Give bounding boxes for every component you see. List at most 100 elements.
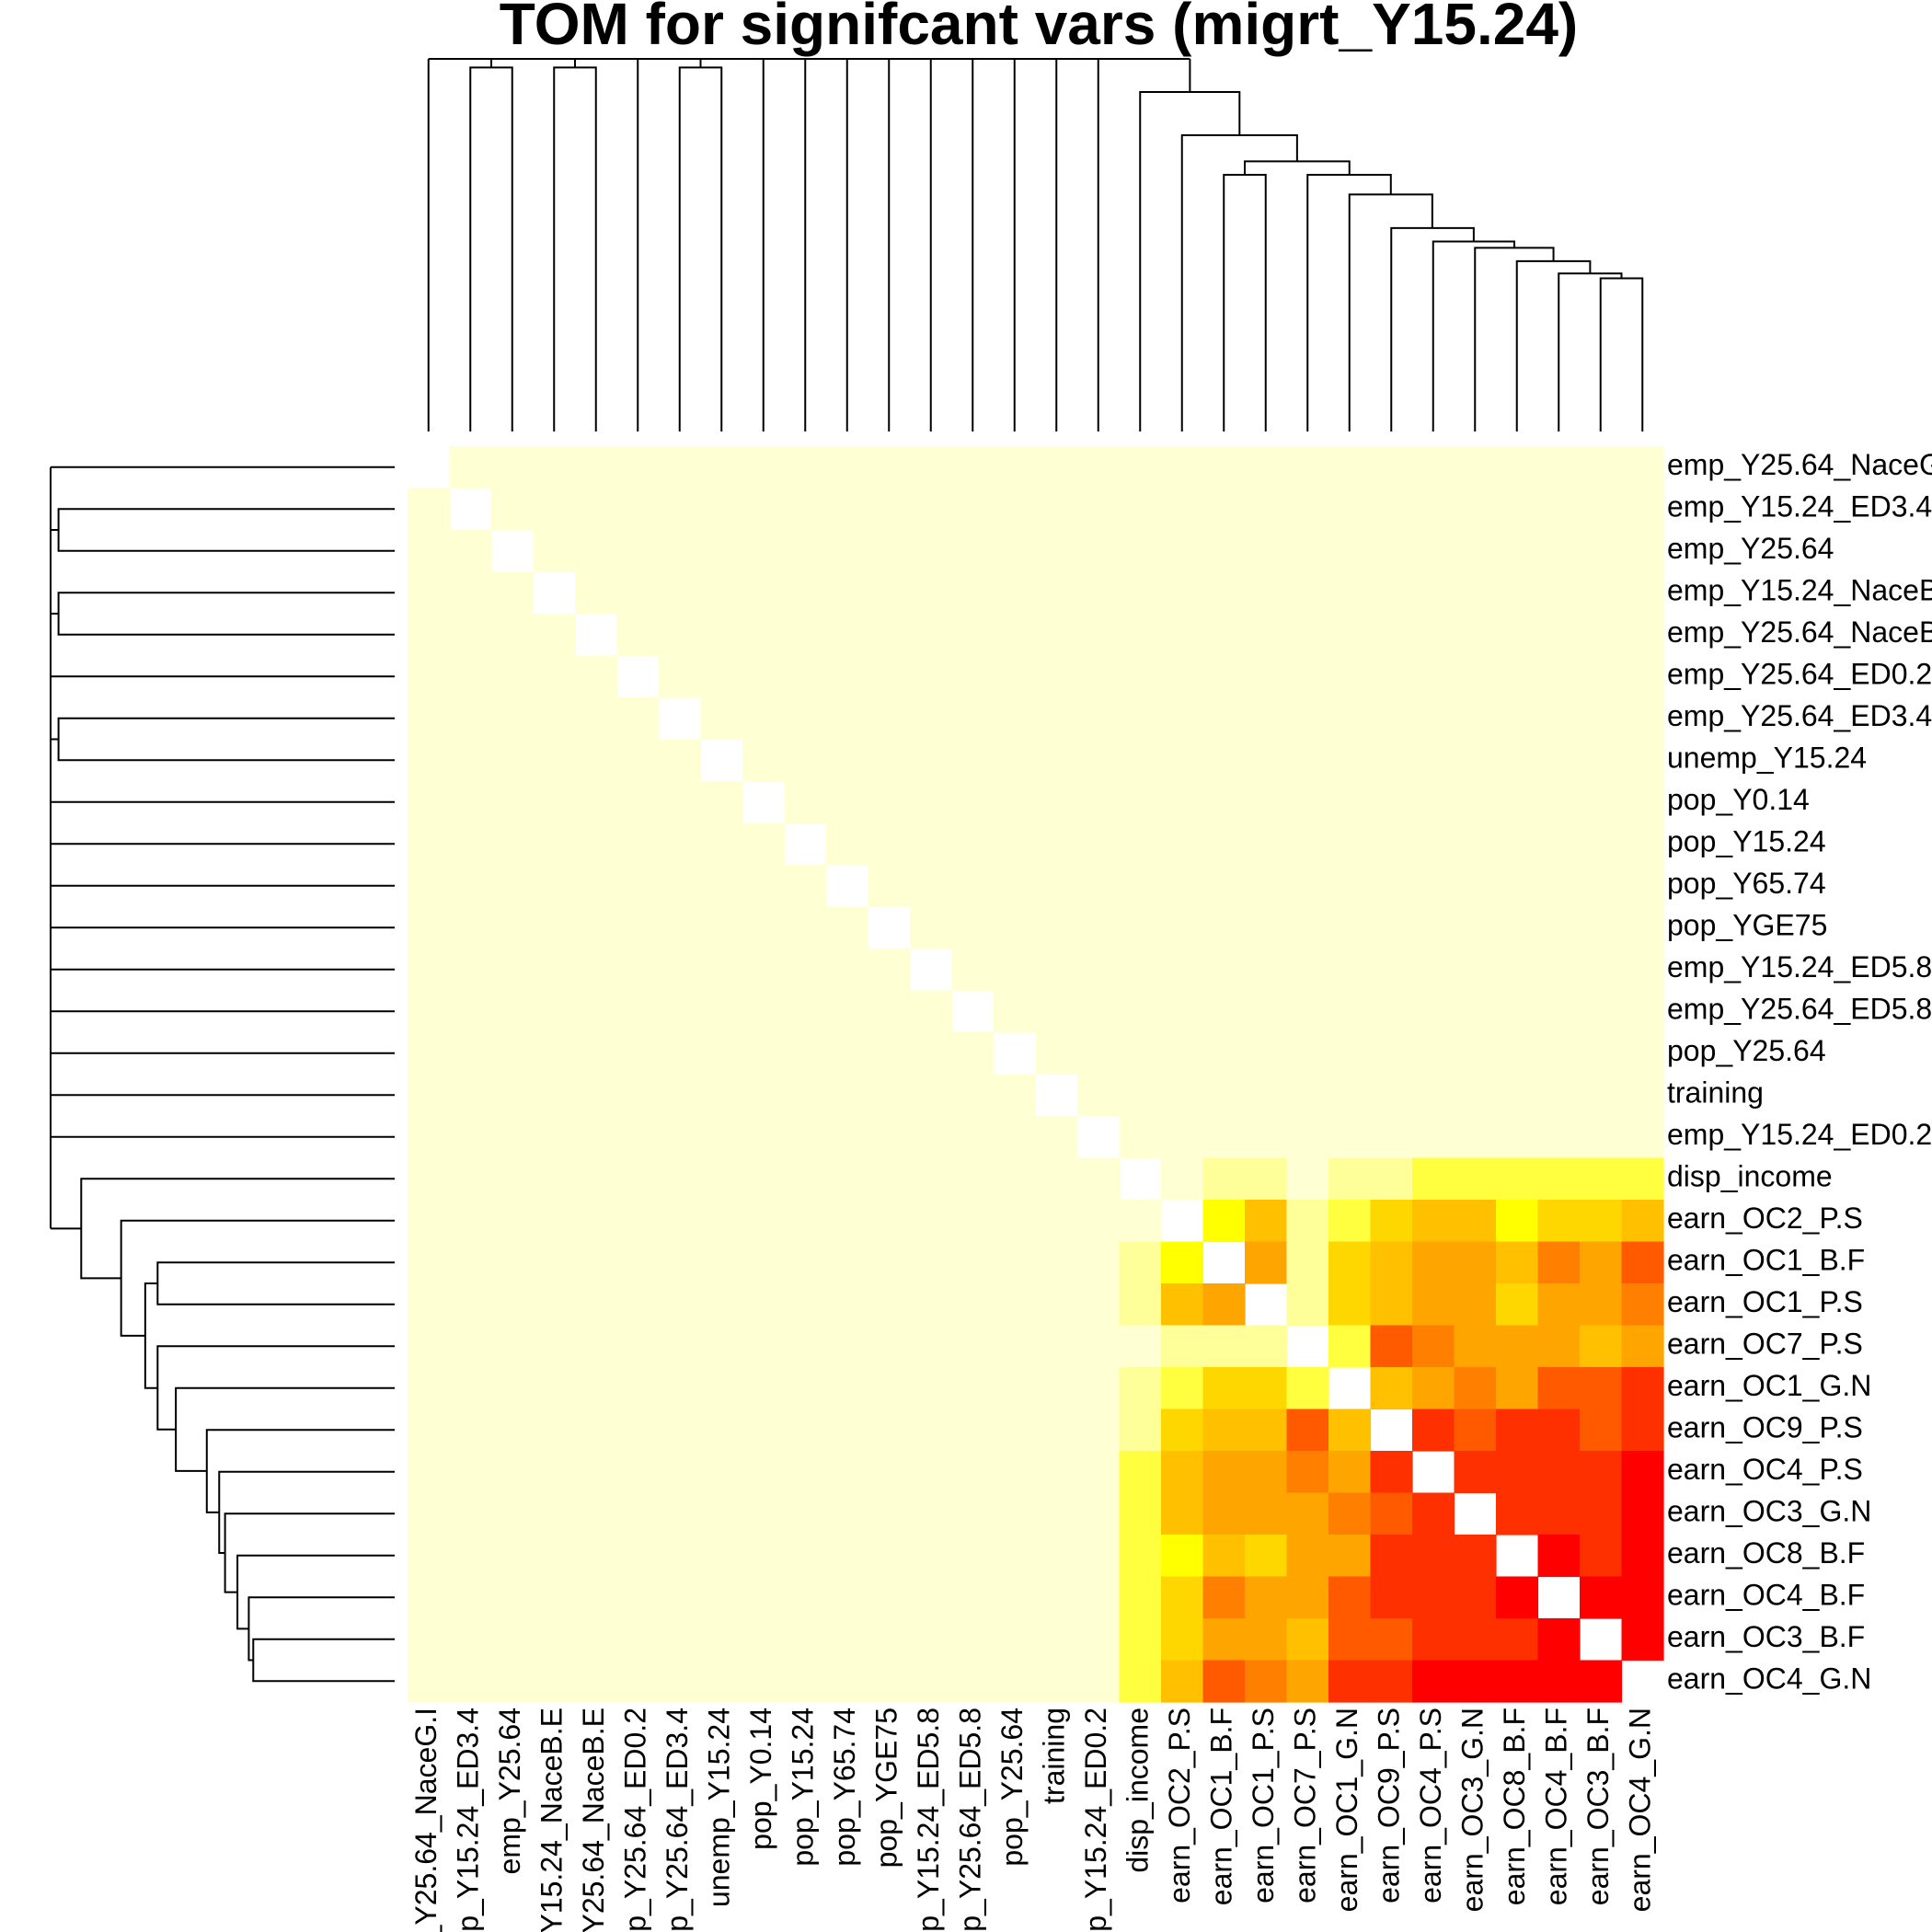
heatmap-cell: [1119, 949, 1162, 992]
heatmap-cell: [700, 1325, 743, 1368]
heatmap-cell: [1370, 1032, 1413, 1075]
heatmap-cell: [910, 571, 953, 615]
heatmap-cell: [1580, 1660, 1623, 1703]
heatmap-cell: [868, 1535, 911, 1578]
heatmap-cell: [700, 1576, 743, 1619]
heatmap-cell: [1621, 1074, 1664, 1117]
heatmap-cell: [1119, 1660, 1162, 1703]
heatmap-cell: [700, 1660, 743, 1703]
heatmap-cell: [1580, 530, 1623, 573]
heatmap-cell: [575, 1074, 618, 1117]
heatmap-cell: [659, 488, 702, 531]
heatmap-cell: [1496, 1618, 1539, 1662]
heatmap-cell: [1496, 1492, 1539, 1535]
heatmap-cell: [1161, 697, 1204, 741]
heatmap-cell: [1245, 906, 1288, 949]
heatmap-cell: [742, 739, 786, 782]
heatmap-cell: [910, 446, 953, 489]
heatmap-cell: [742, 990, 786, 1033]
heatmap-cell: [1537, 990, 1581, 1033]
heatmap-cell: [1245, 697, 1288, 741]
heatmap-cell: [868, 1116, 911, 1159]
heatmap-cell: [1161, 571, 1204, 615]
heatmap-cell: [659, 446, 702, 489]
heatmap-cell: [616, 1618, 660, 1662]
heatmap-cell: [700, 1074, 743, 1117]
heatmap-cell: [491, 614, 535, 657]
heatmap-cell: [1328, 990, 1372, 1033]
heatmap-cell: [1537, 530, 1581, 573]
heatmap-cell: [1580, 906, 1623, 949]
heatmap-cell: [1245, 1576, 1288, 1619]
heatmap-cell: [408, 530, 451, 573]
row-label: earn_OC4_B.F: [1667, 1579, 1865, 1612]
heatmap-cell: [1580, 1116, 1623, 1159]
heatmap-cell: [868, 1283, 911, 1327]
heatmap-cell: [1161, 949, 1204, 992]
heatmap-cell: [826, 822, 869, 866]
heatmap-cell: [1119, 1535, 1162, 1578]
heatmap-cell: [1454, 1409, 1497, 1452]
heatmap-cell: [1537, 1535, 1581, 1578]
heatmap-cell: [449, 1241, 492, 1284]
heatmap-cell: [1077, 1032, 1121, 1075]
heatmap-cell: [1035, 530, 1078, 573]
heatmap-cell: [868, 949, 911, 992]
heatmap-cell: [784, 949, 827, 992]
heatmap-cell: [1496, 1660, 1539, 1703]
heatmap-cell: [1202, 739, 1246, 782]
heatmap-cell: [1328, 697, 1372, 741]
row-label: unemp_Y15.24: [1667, 742, 1867, 775]
heatmap-cell: [742, 1157, 786, 1201]
heatmap-cell: [784, 1660, 827, 1703]
heatmap-cell: [1119, 1576, 1162, 1619]
heatmap-cell: [1119, 1451, 1162, 1494]
heatmap-cell: [1370, 1451, 1413, 1494]
heatmap-cell: [1286, 1451, 1329, 1494]
heatmap-cell: [742, 697, 786, 741]
heatmap-cell: [1161, 1618, 1204, 1662]
heatmap-cell: [1454, 822, 1497, 866]
heatmap-cell: [575, 1618, 618, 1662]
heatmap-cell: [659, 1325, 702, 1368]
heatmap-cell: [1245, 865, 1288, 908]
heatmap-cell: [994, 530, 1037, 573]
heatmap-cell: [1202, 571, 1246, 615]
heatmap-cell: [1370, 1576, 1413, 1619]
heatmap-cell: [951, 906, 995, 949]
heatmap-cell: [1161, 1157, 1204, 1201]
heatmap-cell: [1621, 906, 1664, 949]
heatmap-cell: [491, 697, 535, 741]
heatmap-cell: [1621, 1283, 1664, 1327]
heatmap-cell: [1035, 1660, 1078, 1703]
row-label: earn_OC1_P.S: [1667, 1285, 1863, 1318]
heatmap-cell: [1370, 446, 1413, 489]
heatmap-cell: [1161, 781, 1204, 824]
heatmap-cell: [1202, 530, 1246, 573]
heatmap-cell: [826, 1492, 869, 1535]
heatmap-cell: [616, 1157, 660, 1201]
heatmap-cell: [616, 781, 660, 824]
heatmap-cell: [491, 990, 535, 1033]
heatmap-cell: [1370, 655, 1413, 698]
heatmap-cell: [1496, 781, 1539, 824]
heatmap-cell: [910, 1492, 953, 1535]
column-label: pop_Y0.14: [744, 1708, 777, 1850]
heatmap-cell: [533, 530, 576, 573]
heatmap-cell: [700, 446, 743, 489]
heatmap-cell: [1202, 906, 1246, 949]
heatmap-cell: [1245, 990, 1288, 1033]
heatmap-cell: [1035, 571, 1078, 615]
heatmap-cell: [1202, 1032, 1246, 1075]
heatmap-cell: [1580, 446, 1623, 489]
heatmap-cell: [700, 1241, 743, 1284]
heatmap-cell: [408, 1325, 451, 1368]
heatmap-cell: [1621, 1409, 1664, 1452]
row-label: pop_Y15.24: [1667, 825, 1826, 858]
column-label: pop_Y65.74: [828, 1708, 861, 1867]
heatmap-cell: [575, 1283, 618, 1327]
heatmap-cell: [1537, 1241, 1581, 1284]
heatmap-cell: [1496, 697, 1539, 741]
heatmap-cell: [659, 1492, 702, 1535]
heatmap-cell: [742, 1367, 786, 1410]
